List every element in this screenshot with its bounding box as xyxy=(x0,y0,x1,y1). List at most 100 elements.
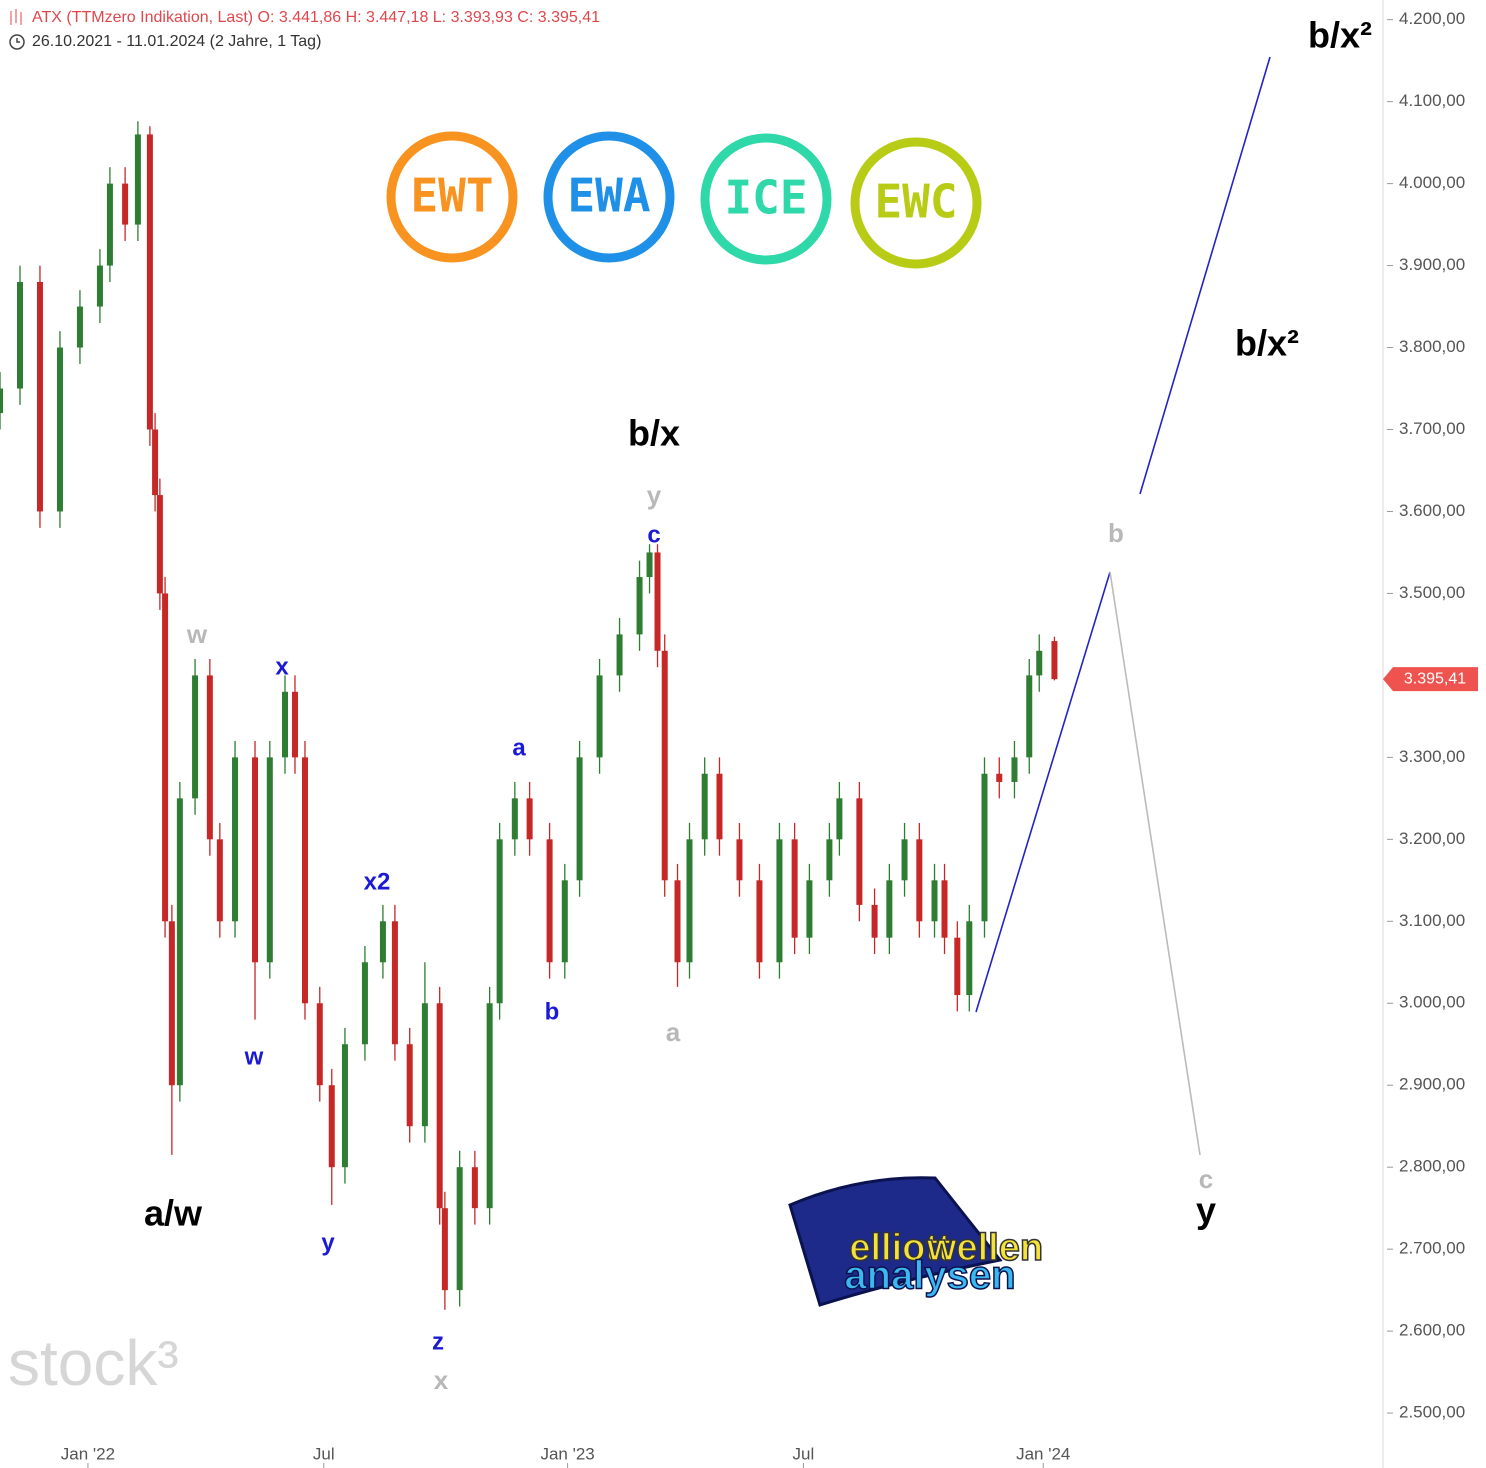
candle-body xyxy=(441,1208,448,1291)
candle-body xyxy=(686,839,693,963)
candle-body xyxy=(661,650,668,881)
y-tick-label: 3.300,00 xyxy=(1399,747,1465,766)
y-tick-label: 3.700,00 xyxy=(1399,419,1465,438)
candle-body xyxy=(856,798,863,905)
y-tick-label: 2.500,00 xyxy=(1399,1403,1465,1422)
flag xyxy=(788,1176,1003,1307)
price-tag: 3.395,41 xyxy=(1404,670,1466,687)
candle-body xyxy=(152,429,159,496)
candle-body xyxy=(736,839,743,881)
candle-body xyxy=(941,880,948,938)
clock-hand xyxy=(16,38,20,43)
candle-body xyxy=(931,880,938,922)
wave-label: b/x xyxy=(628,413,680,454)
candle-body xyxy=(486,1003,493,1209)
candle-body xyxy=(36,281,43,512)
candle-body xyxy=(266,757,273,963)
candle-body xyxy=(156,495,163,594)
candle-body xyxy=(496,839,503,1004)
clock-icon xyxy=(9,34,25,50)
y-tick-label: 3.900,00 xyxy=(1399,255,1465,274)
y-tick-label: 4.000,00 xyxy=(1399,173,1465,192)
wave-label: y xyxy=(647,480,662,510)
candle-body xyxy=(436,1003,443,1209)
candle-body xyxy=(646,552,653,578)
logo-ring xyxy=(850,137,982,269)
candle-body xyxy=(576,757,583,881)
projections xyxy=(975,56,1271,1156)
chart-subtitle: 26.10.2021 - 11.01.2024 (2 Jahre, 1 Tag) xyxy=(32,33,321,50)
projection-line xyxy=(1109,571,1201,1156)
brand-text: elliott xyxy=(849,1227,951,1269)
candle-body xyxy=(301,757,308,1004)
wave-label: x2 xyxy=(364,868,391,895)
logo-text: EWT xyxy=(410,169,493,223)
candle-body xyxy=(996,773,1003,782)
y-tick-label: 3.800,00 xyxy=(1399,337,1465,356)
candle-body xyxy=(216,839,223,922)
candle-body xyxy=(1011,757,1018,782)
x-tick-label: Jan '23 xyxy=(540,1444,594,1463)
x-tick-label: Jul xyxy=(793,1444,815,1463)
wave-label: w xyxy=(244,1043,264,1070)
watermark: stock³ xyxy=(8,1327,179,1399)
projection-line xyxy=(1139,56,1271,495)
wave-label: a xyxy=(666,1017,681,1047)
candle-body xyxy=(421,1003,428,1127)
y-tick-label: 3.000,00 xyxy=(1399,993,1465,1012)
candle-body xyxy=(546,839,553,963)
brand-text: analysen xyxy=(844,1254,1015,1298)
candle-body xyxy=(162,593,169,922)
y-tick-label: 2.900,00 xyxy=(1399,1075,1465,1094)
price-axis: 2.500,00 2.600,00 2.700,00 2.800,00 2.900,00… xyxy=(1387,9,1465,1422)
wave-label: w xyxy=(186,619,208,649)
candle-body xyxy=(596,675,603,758)
candle-body xyxy=(836,798,843,840)
logo-text: EWC xyxy=(874,175,957,229)
candle-body xyxy=(701,773,708,840)
candle-body xyxy=(1051,641,1058,680)
candle-body xyxy=(252,757,259,963)
candle-body xyxy=(871,904,878,938)
candle-body xyxy=(56,347,63,512)
candle-body xyxy=(76,306,83,348)
wave-label: b/x² xyxy=(1308,15,1372,56)
candle-body xyxy=(0,388,3,414)
candle-body xyxy=(391,921,398,1045)
candle-body xyxy=(901,839,908,881)
y-tick-label: 2.600,00 xyxy=(1399,1321,1465,1340)
candle-body xyxy=(616,634,623,676)
candle-body xyxy=(134,134,141,225)
candle-body xyxy=(168,921,175,1086)
y-tick-label: 2.800,00 xyxy=(1399,1157,1465,1176)
candle-body xyxy=(122,183,129,225)
candle-body xyxy=(826,839,833,881)
candle-icon xyxy=(10,9,22,25)
candle-body xyxy=(1026,675,1033,758)
candle-body xyxy=(406,1044,413,1127)
logo-ring xyxy=(386,131,518,263)
candle-body xyxy=(954,937,961,996)
candle-body xyxy=(561,880,568,963)
candle-body xyxy=(636,577,643,635)
wave-label: b xyxy=(1108,518,1124,548)
wave-label: c xyxy=(647,521,660,548)
logo-text: EWA xyxy=(567,169,650,223)
chart-title: ATX (TTMzero Indikation, Last) O: 3.441,… xyxy=(32,9,600,26)
candles xyxy=(0,121,1058,1310)
y-tick-label: 3.600,00 xyxy=(1399,501,1465,520)
wave-label: a/w xyxy=(144,1193,203,1234)
wave-label: a xyxy=(512,734,526,761)
x-tick-label: Jan '22 xyxy=(61,1444,115,1463)
candle-body xyxy=(206,675,213,840)
y-tick-label: 3.100,00 xyxy=(1399,911,1465,930)
projection-line xyxy=(975,571,1111,1013)
candle-body xyxy=(456,1167,463,1291)
wave-label: b/x² xyxy=(1235,323,1299,364)
candle-body xyxy=(916,839,923,922)
y-tick-label: 4.100,00 xyxy=(1399,91,1465,110)
x-tick-label: Jan '24 xyxy=(1016,1444,1070,1463)
y-tick-label: 3.200,00 xyxy=(1399,829,1465,848)
candle-body xyxy=(232,757,239,922)
